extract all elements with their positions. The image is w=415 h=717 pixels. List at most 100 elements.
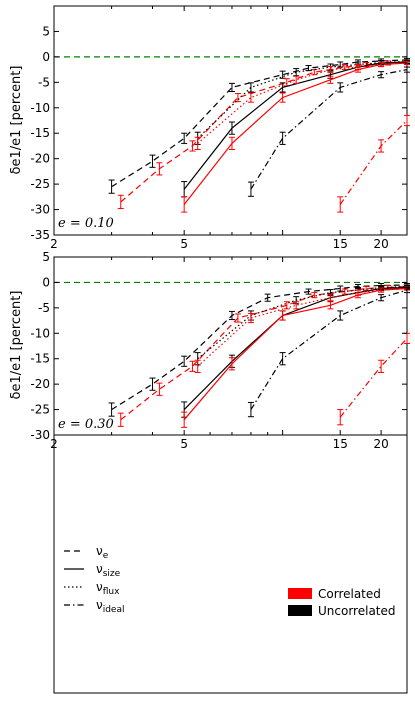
panel-top: -35 -30 -25 -20 -15 -10 -5 0 5 2 5 15 20 e = 0.10 δe… (9, 5, 410, 251)
data-point-errorbar (378, 139, 385, 153)
data-point-errorbar (279, 92, 286, 103)
y-tick-label: 5 (42, 250, 50, 264)
panel-top-annotation: e = 0.10 (58, 216, 114, 231)
data-point-errorbar (181, 355, 188, 367)
y-tick-label: -15 (30, 352, 50, 366)
data-point-errorbar (337, 285, 344, 292)
legend-style-label: νsize (96, 562, 121, 579)
data-point-errorbar (355, 64, 362, 71)
x-tick-label: 20 (373, 237, 388, 251)
x-tick-label: 15 (333, 437, 348, 451)
panel-bottom-annotation: e = 0.30 (58, 417, 114, 432)
legend-frame (53, 434, 408, 694)
data-point-errorbar (305, 65, 312, 72)
y-tick-label: -15 (30, 126, 50, 140)
series-line-νsize-correlated (183, 287, 408, 421)
y-tick-label: -20 (30, 152, 50, 166)
data-point-errorbar (189, 360, 196, 372)
y-tick-label: -35 (30, 228, 50, 242)
data-point-errorbar (247, 181, 254, 197)
data-point-errorbar (264, 293, 271, 302)
x-tick-label: 5 (180, 437, 188, 451)
y-tick-label: 0 (42, 275, 50, 289)
x-tick-label: 15 (333, 237, 348, 251)
panel-bottom-frame (53, 256, 408, 436)
x-tick-label: 2 (50, 237, 58, 251)
panel-bottom-ylabel: δe1/e1 [percent] (9, 291, 24, 400)
data-point-errorbar (355, 289, 362, 296)
data-point-errorbar (293, 68, 300, 77)
y-tick-label: -25 (30, 177, 50, 191)
y-tick-label: -5 (38, 301, 50, 315)
data-point-errorbar (189, 140, 196, 152)
data-point-errorbar (337, 82, 344, 93)
data-point-errorbar (181, 132, 188, 144)
data-point-errorbar (404, 287, 410, 294)
data-point-errorbar (378, 287, 385, 293)
data-point-errorbar (404, 66, 410, 73)
y-tick-label: -20 (30, 377, 50, 391)
legend-style-label: νflux (96, 580, 120, 597)
data-point-errorbar (228, 357, 235, 371)
data-point-errorbar (337, 310, 344, 321)
data-point-errorbar (327, 75, 334, 84)
y-tick-label: -25 (30, 403, 50, 417)
panel-top-ylabel: δe1/e1 [percent] (9, 66, 24, 175)
y-tick-label: -5 (38, 75, 50, 89)
data-point-errorbar (404, 332, 410, 344)
data-point-errorbar (149, 154, 156, 168)
data-point-errorbar (404, 114, 410, 127)
series-line-νflux-uncorrelated (197, 285, 408, 360)
legend-condition-label: Correlated (318, 587, 381, 601)
x-tick-label: 5 (180, 237, 188, 251)
y-tick-label: -30 (30, 203, 50, 217)
data-point-errorbar (247, 92, 254, 103)
legend-condition-label: Uncorrelated (318, 604, 396, 618)
data-point-errorbar (181, 181, 188, 198)
data-point-errorbar (181, 411, 188, 428)
data-point-errorbar (279, 70, 286, 79)
series-line-νsize-uncorrelated (183, 286, 408, 411)
data-point-errorbar (247, 312, 254, 324)
legend-style-label: νe (96, 544, 109, 561)
y-tick-label: -30 (30, 428, 50, 442)
data-point-errorbar (293, 75, 300, 84)
y-tick-label: 0 (42, 50, 50, 64)
data-point-errorbar (108, 179, 115, 194)
data-point-errorbar (311, 292, 318, 299)
data-point-errorbar (234, 313, 241, 323)
data-point-errorbar (404, 60, 410, 66)
data-point-errorbar (247, 401, 254, 418)
y-tick-label: 5 (42, 24, 50, 38)
data-point-errorbar (337, 196, 344, 213)
series-line-νideal-uncorrelated (250, 69, 408, 190)
data-point-errorbar (117, 412, 124, 427)
data-point-errorbar (149, 377, 156, 391)
panel-top-frame (53, 5, 408, 236)
legend-condition-swatch (288, 588, 312, 599)
x-tick-label: 20 (373, 437, 388, 451)
data-point-errorbar (378, 61, 385, 68)
y-tick-label: -10 (30, 326, 50, 340)
data-point-errorbar (311, 69, 318, 76)
series-line-νsize-uncorrelated (183, 61, 408, 190)
data-point-errorbar (117, 194, 124, 210)
data-point-errorbar (327, 294, 334, 302)
data-point-errorbar (283, 78, 290, 87)
series-line-νideal-correlated (339, 337, 408, 418)
data-point-errorbar (293, 301, 300, 310)
data-point-errorbar (337, 409, 344, 426)
data-point-errorbar (194, 136, 201, 151)
data-point-errorbar (279, 310, 286, 321)
data-point-errorbar (327, 66, 334, 74)
data-point-errorbar (194, 359, 201, 373)
legend-condition-swatch (288, 605, 312, 616)
series-line-νflux-uncorrelated (197, 60, 408, 139)
data-point-errorbar (108, 402, 115, 417)
data-point-errorbar (156, 162, 163, 176)
data-point-errorbar (279, 82, 286, 93)
data-point-errorbar (327, 301, 334, 310)
